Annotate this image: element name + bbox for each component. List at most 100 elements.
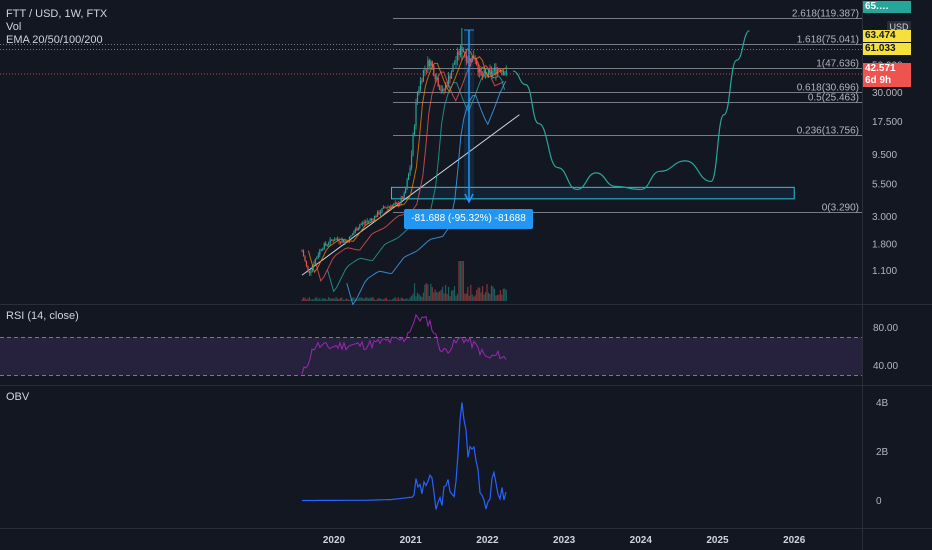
volume-bar <box>446 293 448 301</box>
candle-body <box>400 197 402 203</box>
candle-body <box>396 202 398 204</box>
measure-tool[interactable] <box>464 29 474 204</box>
volume-bar <box>443 293 445 301</box>
volume-label[interactable]: Vol <box>6 21 22 33</box>
volume-bar <box>400 297 402 301</box>
candle-body <box>449 75 451 79</box>
volume-bar <box>375 299 377 301</box>
candle-body <box>302 250 305 257</box>
volume-bar <box>455 295 457 301</box>
volume-bar <box>499 290 501 301</box>
candle-body <box>418 89 420 92</box>
ema-label[interactable]: EMA 20/50/100/200 <box>6 34 103 46</box>
volume-bar <box>369 297 371 301</box>
candle-body <box>363 222 365 224</box>
time-axis-tick-5: 2025 <box>706 535 729 546</box>
obv-axis-tick-2: 0 <box>876 496 882 507</box>
price-axis-tick-7: 1.100 <box>872 266 897 277</box>
support-zone[interactable] <box>391 186 795 200</box>
candle-body <box>379 212 382 215</box>
price-tag-countdown: 6d 9h <box>863 75 911 87</box>
candle-body <box>447 75 450 87</box>
volume-bar <box>430 283 432 301</box>
candle-body <box>505 70 507 74</box>
obv-pane: 4B 2B 0 <box>302 398 889 510</box>
volume-bar <box>445 284 447 301</box>
candle-body <box>325 243 327 245</box>
candle-body <box>375 216 377 218</box>
candle-body <box>467 61 469 63</box>
candle-body <box>341 239 343 243</box>
volume-bar <box>350 299 352 301</box>
candle-body <box>453 63 456 65</box>
measure-label[interactable]: -81.688 (-95.32%) -81688 <box>404 209 533 229</box>
candle-body <box>412 134 414 156</box>
candle-body <box>439 86 441 90</box>
volume-bar <box>351 297 353 301</box>
volume-bar <box>450 290 453 301</box>
obv-title[interactable]: OBV <box>6 391 30 403</box>
volume-bar <box>421 296 423 301</box>
obv-axis-tick-0: 4B <box>876 398 889 409</box>
volume-bar <box>476 290 478 301</box>
ema-line-3 <box>346 80 507 306</box>
candle-body <box>471 55 473 63</box>
candle-body <box>326 244 328 246</box>
volume-bar <box>317 299 319 301</box>
time-axis-tick-3: 2023 <box>553 535 576 546</box>
volume-bar <box>378 297 380 301</box>
candle-body <box>416 91 419 103</box>
volume-bar <box>379 298 382 301</box>
candle-body <box>381 208 383 213</box>
volume-bar <box>382 299 385 301</box>
rsi-title[interactable]: RSI (14, close) <box>6 310 79 322</box>
volume-bar <box>402 297 404 301</box>
projection-path[interactable] <box>512 30 750 191</box>
time-axis-tick-0: 2020 <box>323 535 346 546</box>
rsi-line <box>301 313 507 375</box>
volume-bar <box>357 298 359 301</box>
volume-bars <box>301 261 507 301</box>
volume-bar <box>470 284 472 301</box>
volume-bar <box>482 286 484 301</box>
candle-body <box>415 102 417 127</box>
volume-bar <box>462 261 464 301</box>
volume-bar <box>396 299 398 301</box>
volume-bar <box>371 297 373 301</box>
candle-body <box>388 206 390 208</box>
volume-bar <box>409 297 411 301</box>
volume-bar <box>406 298 408 301</box>
candle-body <box>459 46 462 56</box>
ema-line-1 <box>314 56 505 282</box>
volume-bar <box>316 297 318 301</box>
volume-bar <box>459 261 462 301</box>
volume-bar <box>334 298 336 301</box>
fib-retracement[interactable]: 3.618(183.732)2.618(119.387)1.618(75.041… <box>0 0 862 214</box>
candle-body <box>353 232 355 235</box>
candle-body <box>356 229 358 231</box>
volume-bar <box>422 292 425 301</box>
candle-body <box>338 239 340 242</box>
obv-axis-tick-1: 2B <box>876 447 889 458</box>
volume-bar <box>487 292 490 301</box>
volume-bar <box>307 298 309 301</box>
volume-bar <box>310 299 312 301</box>
price-axis-tick-5: 3.000 <box>872 212 897 223</box>
candle-body <box>362 222 364 224</box>
volume-bar <box>354 298 356 301</box>
candle-body <box>360 223 362 225</box>
volume-bar <box>347 299 349 301</box>
candle-body <box>307 265 309 272</box>
candle-body <box>452 64 454 72</box>
volume-bar <box>433 292 435 301</box>
time-axis-tick-1: 2021 <box>400 535 423 546</box>
volume-bar <box>345 298 348 301</box>
candle-body <box>410 155 413 168</box>
candle-body <box>320 249 322 251</box>
volume-bar <box>484 292 487 301</box>
candle-body <box>425 69 427 71</box>
symbol-title[interactable]: FTT / USD, 1W, FTX <box>6 8 108 20</box>
time-axis-tick-4: 2024 <box>630 535 653 546</box>
volume-bar <box>416 292 419 301</box>
